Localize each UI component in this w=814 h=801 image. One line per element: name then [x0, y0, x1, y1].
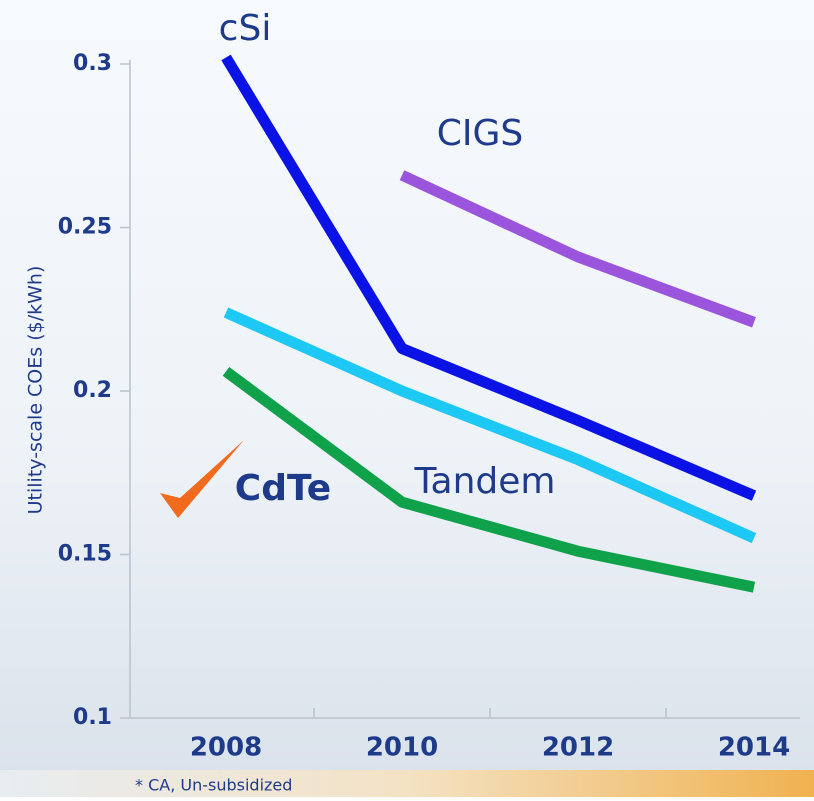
y-tick-label: 0.3	[73, 51, 112, 76]
x-tick-label: 2012	[542, 733, 614, 763]
y-tick-label: 0.15	[58, 542, 112, 567]
checkmark	[160, 440, 244, 518]
x-tick-label: 2014	[718, 733, 790, 763]
series-line	[399, 170, 756, 328]
series-label: cSi	[219, 8, 272, 49]
y-tick-label: 0.1	[73, 705, 112, 730]
series-line	[221, 54, 757, 501]
series-line	[223, 307, 757, 544]
y-axis-label: Utility-scale COEs ($/kWh)	[25, 266, 47, 515]
series-label: CdTe	[235, 468, 331, 509]
footnote: * CA, Un-subsidized	[135, 776, 292, 795]
x-tick-label: 2010	[366, 733, 438, 763]
footer-band	[0, 770, 814, 797]
series-line	[222, 366, 756, 593]
y-tick-label: 0.25	[58, 215, 112, 240]
y-tick-label: 0.2	[73, 378, 112, 403]
series-label: CIGS	[437, 113, 524, 154]
series-label: Tandem	[414, 461, 556, 502]
x-tick-label: 2008	[190, 733, 262, 763]
